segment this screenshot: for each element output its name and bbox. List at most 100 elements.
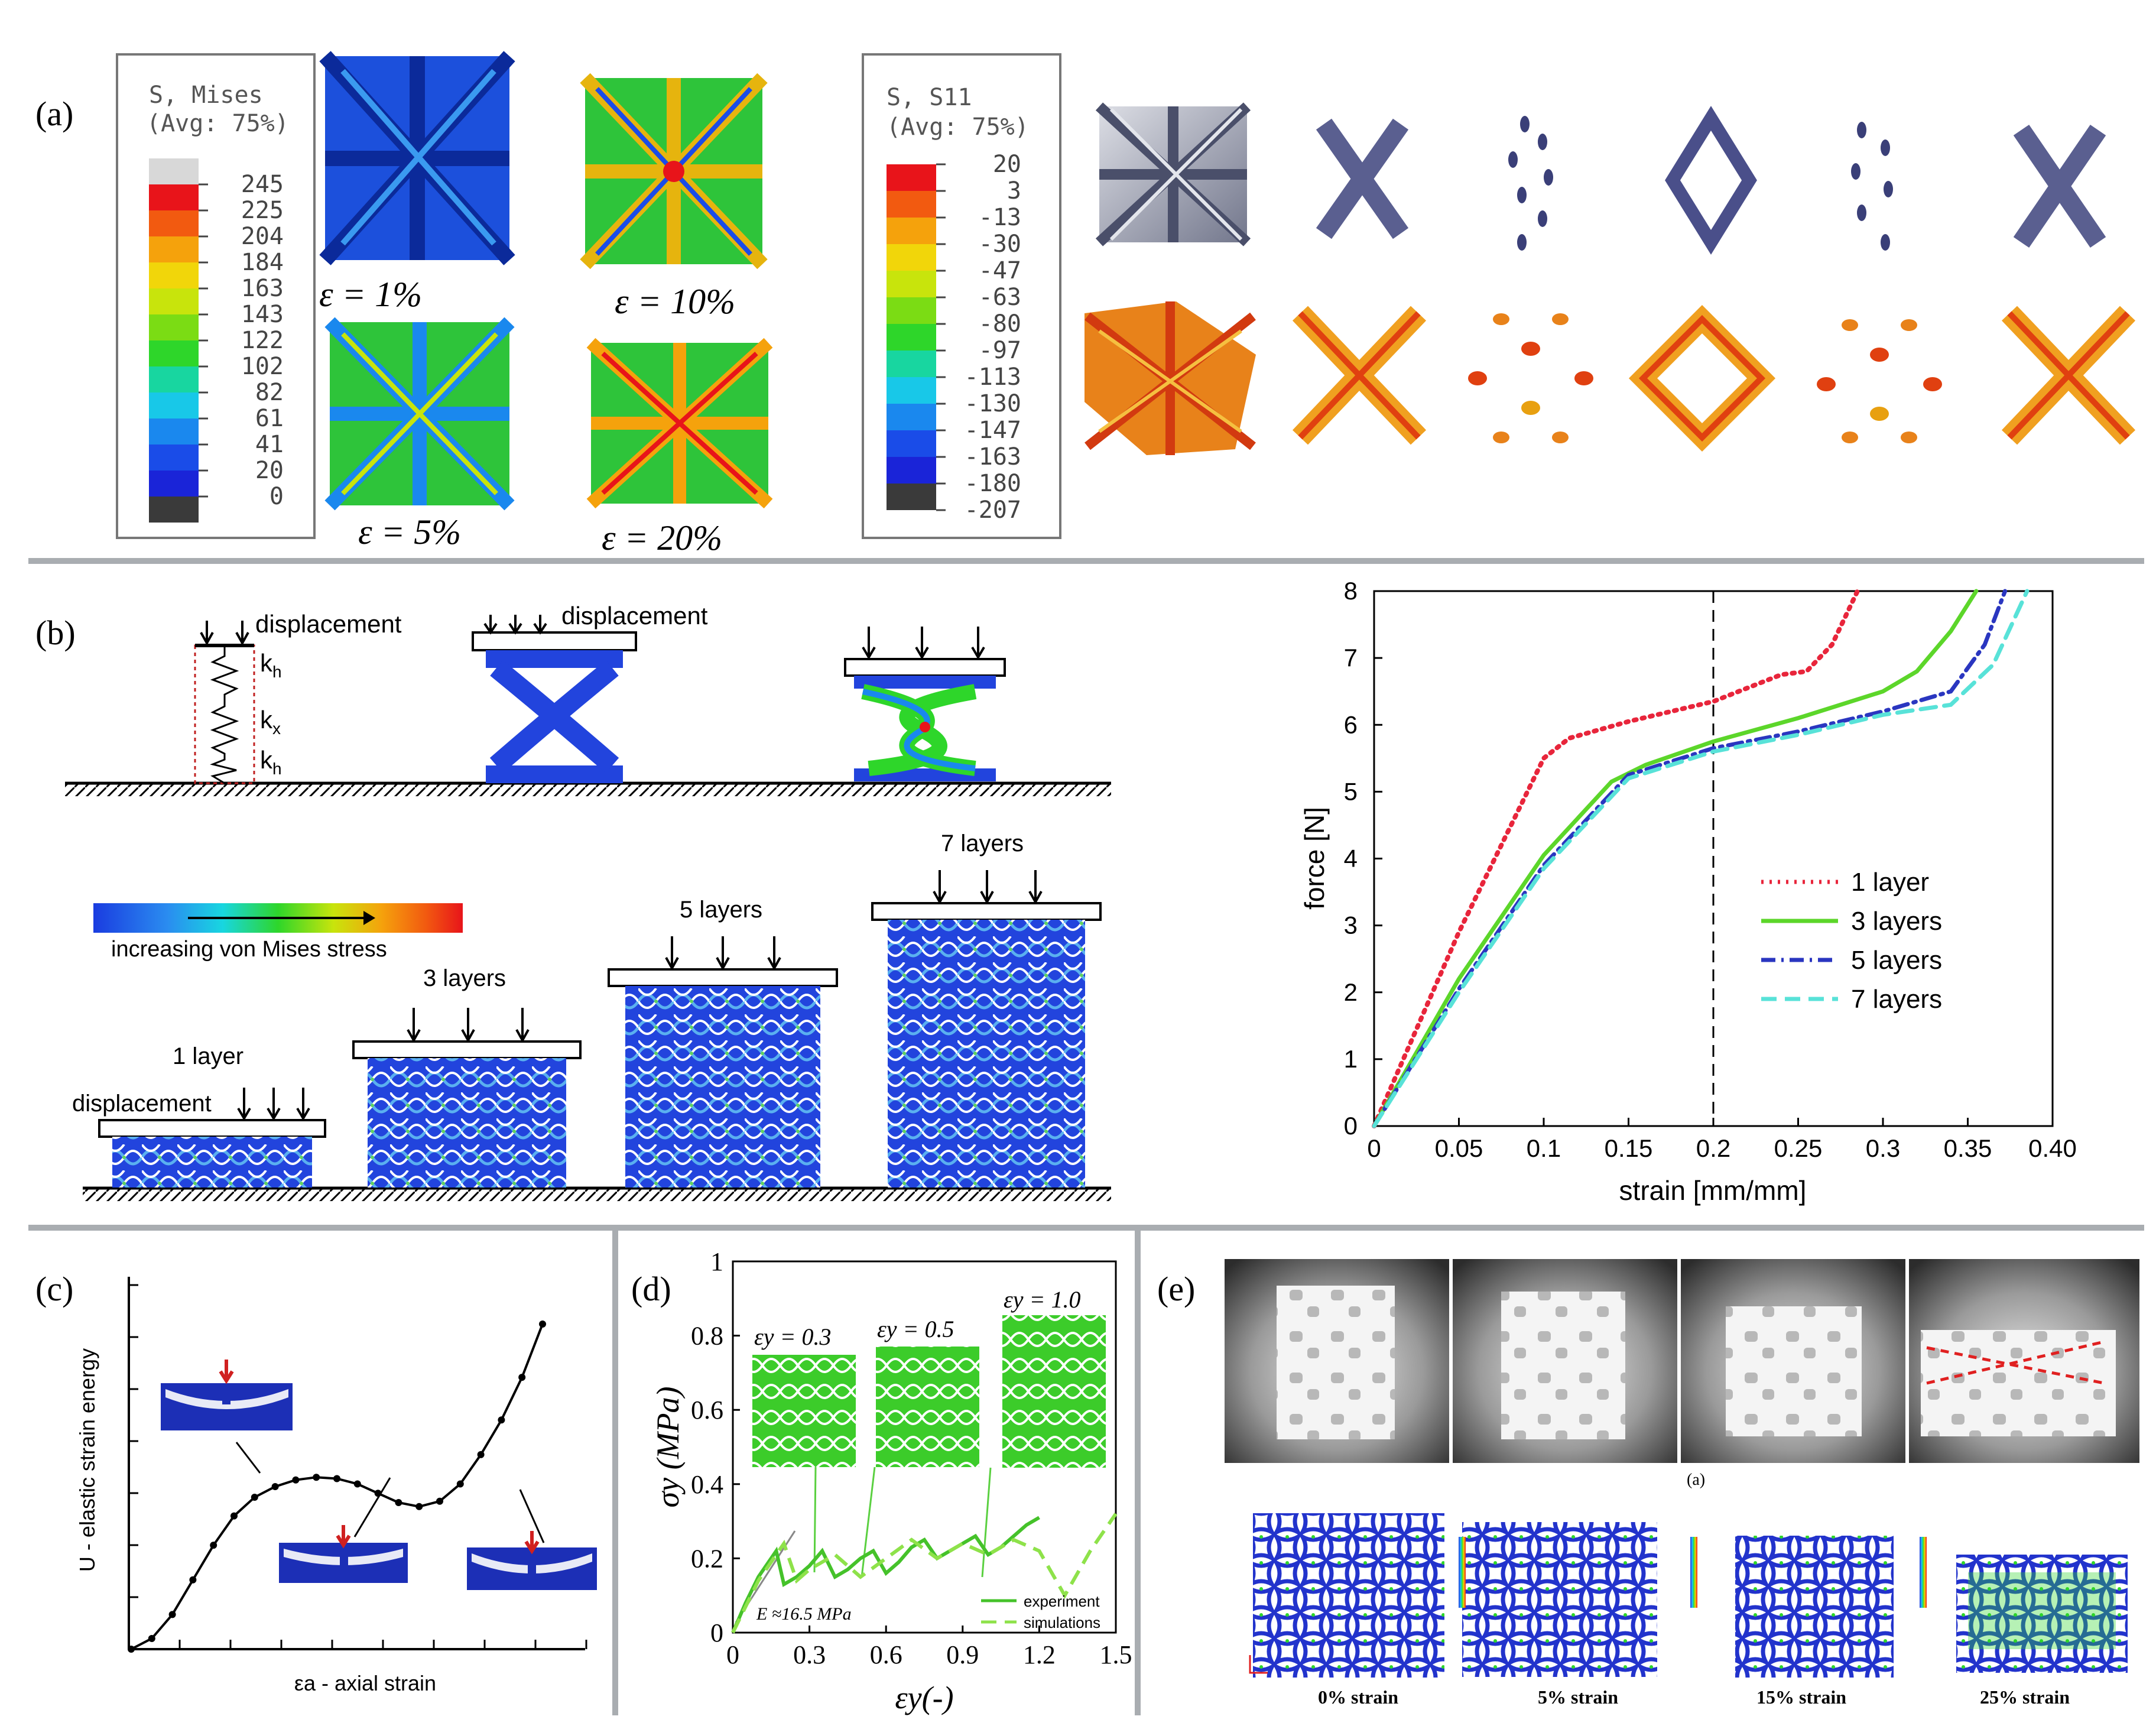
strain-label-1pct: ε = 1% [319,275,422,314]
photo-0 [1225,1259,1449,1463]
layer-label-3: 3 layers [423,965,506,991]
mises-scale-cell [149,418,199,445]
von-mises-colorbar [93,903,463,933]
d-inset-10 [981,1315,1106,1578]
c-data-point [168,1611,176,1618]
c-y-axis-label: U - elastic strain energy [75,1348,99,1572]
mises-scale-cell [149,184,199,210]
c-data-point [271,1483,279,1490]
d-x-tick-label: 0.9 [946,1640,979,1669]
dot-pattern-orange-1 [1468,313,1593,443]
s11-scale-tick-label: 3 [1007,177,1021,205]
stack-5-layers [608,936,838,1188]
photo-caption: (a) [1687,1471,1705,1489]
unit-cell-gray [1095,102,1251,246]
s11-legend-subtitle: (Avg: 75%) [887,113,1029,141]
b-x-tick-label: 0.05 [1435,1134,1483,1162]
mises-scale-cell [149,158,199,184]
photo-5 [1453,1259,1677,1463]
c-inset-end [467,1489,597,1590]
d-x-axis-label: εy(-) [895,1680,953,1715]
d-y-tick-label: 0.4 [691,1470,723,1499]
diamond-gray [1665,106,1757,255]
d-legend-label: simulations [1024,1614,1100,1631]
panel-b-label: (b) [35,614,76,652]
mises-legend-title: S, Mises [149,82,263,109]
panel-a: (a) S, Mises (Avg: 75%) 2452252041841631… [35,51,2136,557]
b-y-tick-label: 8 [1344,577,1358,605]
fea-15 [1690,1536,1894,1678]
c-inset-start [161,1360,293,1474]
c-data-point [415,1503,423,1510]
s11-scale-cell [887,191,936,218]
c-data-point [436,1497,443,1505]
s11-scale-tick-label: -80 [979,310,1021,338]
mises-scale-tick-label: 122 [241,327,284,354]
s11-scale-tick-label: -147 [965,417,1021,444]
b-y-tick-label: 6 [1344,710,1358,738]
ground-bottom [83,1186,1111,1201]
d-legend-label: experiment [1024,1592,1100,1610]
c-inset-middle [279,1477,408,1583]
fea-5 [1459,1522,1657,1677]
mises-scale-tick-label: 102 [241,353,284,380]
d-y-tick-label: 0 [710,1618,723,1647]
separator-d-e [1135,1231,1141,1715]
mises-scale-tick-label: 20 [255,457,284,484]
s11-scale-tick-label: -163 [965,443,1021,471]
s11-scale-tick-label: -130 [965,390,1021,417]
d-x-tick-label: 0 [726,1640,739,1669]
unit-cell-orange [1085,301,1256,455]
x-strut-orange-2 [2001,306,2136,445]
dot-pattern-gray-1 [1508,116,1553,251]
s11-scale-cell [887,430,936,457]
b-y-tick-label: 1 [1344,1045,1358,1073]
displacement-label-2: displacement [561,602,708,630]
b-series-line [1372,589,2030,1128]
mises-scale-cell [149,262,199,288]
displacement-label-3: displacement [72,1091,212,1117]
s11-scale-cell [887,297,936,324]
c-data-point [395,1499,402,1507]
x-unit-cell [472,615,637,783]
s11-scale-tick-label: -207 [965,497,1021,524]
separator-top [28,558,2144,564]
fea-0 [1249,1513,1444,1678]
mises-scale-cell [149,471,199,497]
c-data-point [251,1494,258,1501]
d-x-tick-label: 0.6 [870,1640,902,1669]
d-x-tick-label: 1.2 [1023,1640,1056,1669]
mises-scale-tick-label: 225 [241,197,284,224]
stack-3-layers [352,1008,582,1188]
s11-scale-cell [887,218,936,244]
b-x-tick-label: 0 [1367,1134,1381,1162]
mises-scale-tick-label: 82 [255,379,284,406]
c-data-point [498,1416,505,1424]
octet-cube-10pct [580,73,768,270]
c-data-point [148,1634,155,1642]
b-y-axis-label: force [N] [1299,807,1330,910]
s11-color-scale: 203-13-30-47-63-80-97-113-130-147-163-18… [887,151,1021,524]
mises-legend-subtitle: (Avg: 75%) [147,110,289,137]
d-inset-label-03: εy = 0.3 [754,1323,832,1350]
s11-scale-cell [887,271,936,297]
separator-middle [28,1225,2144,1231]
s11-scale-tick-label: -63 [979,284,1021,311]
diamond-orange [1628,304,1776,452]
s11-scale-cell [887,484,936,510]
s11-scale-cell [887,164,936,191]
b-y-tick-label: 0 [1344,1112,1358,1140]
s11-scale-cell [887,324,936,351]
d-y-axis-label: σy (MPa) [650,1386,686,1507]
panel-d: (d) 0 0.3 0.6 0.9 1.2 1.5 0 0.2 0.4 0.6 0.8 1 εy(-)… [631,1247,1132,1715]
panel-e-label: (e) [1157,1270,1195,1308]
s11-legend-title: S, S11 [887,84,972,111]
s11-scale-cell [887,377,936,404]
c-data-point [518,1374,526,1381]
d-y-tick-label: 0.2 [691,1544,723,1573]
b-y-tick-label: 4 [1344,845,1358,872]
b-series-line [1372,589,1860,1128]
s11-scale-cell [887,351,936,377]
